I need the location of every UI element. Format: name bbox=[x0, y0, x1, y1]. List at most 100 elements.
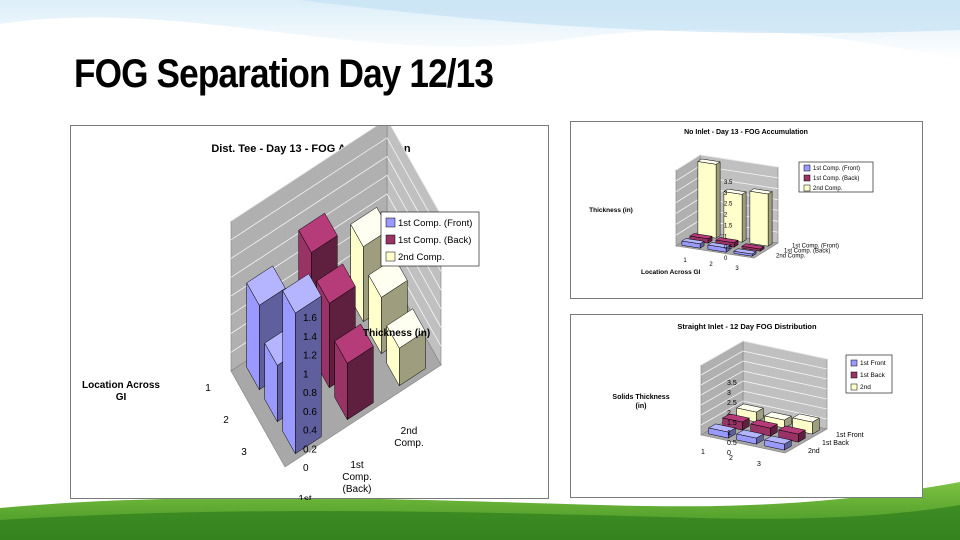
chart-straight-inlet-svg: Straight Inlet - 12 Day FOG Distribution… bbox=[612, 322, 893, 468]
gridline bbox=[675, 154, 779, 171]
bar-side bbox=[741, 191, 747, 243]
legend-swatch bbox=[385, 251, 396, 262]
chart-title: No Inlet - Day 13 - FOG Accumulation bbox=[684, 129, 808, 136]
chart-straight-inlet: Straight Inlet - 12 Day FOG Distribution… bbox=[570, 314, 923, 498]
z-tick-label: 0.4 bbox=[303, 426, 317, 437]
z-axis-label: Thickness (in) bbox=[589, 207, 633, 214]
bar-side bbox=[715, 161, 721, 239]
legend-label: 2nd Comp. bbox=[398, 252, 444, 263]
x-tick-label: 2 bbox=[709, 262, 713, 268]
bar-top bbox=[334, 323, 374, 364]
depth-label: 1st Comp. (Back) bbox=[784, 249, 830, 255]
x-axis-label: Location Across GI bbox=[82, 380, 160, 403]
z-tick-label: 3 bbox=[727, 390, 731, 397]
bar bbox=[697, 161, 717, 239]
chart-no-inlet: No Inlet - Day 13 - FOG Accumulation 0 0.5… bbox=[570, 121, 923, 299]
bar-top bbox=[681, 238, 705, 245]
gridline bbox=[700, 350, 828, 376]
z-tick-label: 1.4 bbox=[303, 332, 317, 343]
gridline bbox=[230, 126, 442, 222]
z-tick-label: 2.5 bbox=[724, 202, 733, 208]
bar-top bbox=[733, 248, 757, 255]
z-tick-label: 3.5 bbox=[724, 180, 733, 186]
legend-label: 2nd bbox=[860, 384, 871, 391]
bar-top bbox=[689, 233, 713, 240]
gridline bbox=[700, 380, 828, 406]
z-tick-label: 2 bbox=[724, 213, 728, 219]
chart-title: Straight Inlet - 12 Day FOG Distribution bbox=[677, 322, 817, 331]
depth-label: 2nd bbox=[808, 448, 820, 455]
x-axis-label: Location Across GI bbox=[641, 269, 701, 276]
legend-label: 1st Comp. (Back) bbox=[813, 176, 859, 182]
bar-top bbox=[316, 263, 356, 304]
z-tick-label: 1 bbox=[303, 369, 309, 380]
legend-label: 1st Front bbox=[860, 360, 886, 367]
x-tick-label: 3 bbox=[757, 461, 761, 468]
bar-top bbox=[736, 429, 764, 439]
z-tick-label: 2.5 bbox=[727, 400, 737, 407]
z-tick-label: 1.2 bbox=[303, 351, 317, 362]
legend-label: 1st Comp. (Front) bbox=[813, 166, 860, 172]
gridline bbox=[700, 370, 828, 396]
gridline bbox=[700, 360, 828, 386]
x-tick-label: 2 bbox=[223, 415, 229, 426]
bar bbox=[749, 190, 769, 247]
bar-top bbox=[723, 188, 747, 195]
depth-label: 1st Back bbox=[822, 440, 849, 447]
z-tick-label: 0.5 bbox=[727, 440, 737, 447]
z-tick-label: 1 bbox=[724, 234, 728, 240]
z-tick-label: 3 bbox=[724, 191, 728, 197]
z-tick-label: 0 bbox=[724, 256, 728, 262]
z-tick-label: 0.8 bbox=[303, 388, 317, 399]
x-tick-label: 1 bbox=[683, 258, 687, 264]
depth-label: 1st Front bbox=[836, 432, 864, 439]
gridline bbox=[700, 340, 828, 366]
x-tick-label: 2 bbox=[729, 455, 733, 462]
gridline bbox=[700, 400, 828, 426]
slide-title: FOG Separation Day 12/13 bbox=[74, 52, 494, 96]
legend-swatch bbox=[850, 383, 858, 391]
z-tick-label: 2 bbox=[727, 410, 731, 417]
x-tick-label: 3 bbox=[241, 447, 247, 458]
legend-label: 1st Back bbox=[860, 372, 886, 379]
depth-label: 2nd Comp. bbox=[776, 254, 806, 260]
legend-label: 2nd Comp. bbox=[813, 186, 843, 192]
bar-top bbox=[697, 158, 721, 165]
bar-top bbox=[778, 425, 806, 435]
bar-top bbox=[741, 243, 765, 250]
legend-swatch bbox=[803, 164, 811, 172]
chart-dist-tee: Dist. Tee - Day 13 - FOG Accumulation 0 0.… bbox=[70, 125, 549, 500]
bar-side bbox=[767, 191, 773, 247]
z-tick-label: 0.6 bbox=[303, 407, 317, 418]
bar-top bbox=[722, 413, 750, 423]
legend-label: 1st Comp. (Back) bbox=[398, 235, 471, 246]
depth-label: 1st Comp. (Front) bbox=[792, 244, 839, 250]
z-tick-label: 0 bbox=[303, 463, 309, 474]
legend-swatch bbox=[803, 184, 811, 192]
bar-top bbox=[707, 242, 731, 249]
bar-top bbox=[749, 188, 773, 195]
z-tick-label: 1.5 bbox=[724, 223, 733, 229]
z-tick-label: 0 bbox=[727, 450, 731, 457]
legend-swatch bbox=[803, 174, 811, 182]
legend-swatch bbox=[385, 234, 396, 245]
x-tick-label: 1 bbox=[701, 449, 705, 456]
z-tick-label: 1.6 bbox=[303, 313, 317, 324]
bar-top bbox=[708, 423, 736, 433]
x-tick-label: 1 bbox=[205, 383, 211, 394]
x-tick-label: 3 bbox=[735, 266, 739, 272]
z-tick-label: 3.5 bbox=[727, 380, 737, 387]
depth-label: 2nd Comp. bbox=[394, 426, 423, 449]
bar-top bbox=[792, 413, 820, 423]
bar-top bbox=[750, 419, 778, 429]
z-axis-label: Thickness (in) bbox=[363, 328, 430, 339]
legend-swatch bbox=[850, 371, 858, 379]
chart-dist-tee-svg: Dist. Tee - Day 13 - FOG Accumulation00.… bbox=[82, 126, 480, 500]
bar-top bbox=[764, 411, 792, 421]
bar-top bbox=[715, 237, 739, 244]
legend bbox=[798, 161, 874, 193]
legend bbox=[380, 211, 480, 267]
bar-top bbox=[386, 308, 426, 349]
bar-top bbox=[764, 435, 792, 445]
